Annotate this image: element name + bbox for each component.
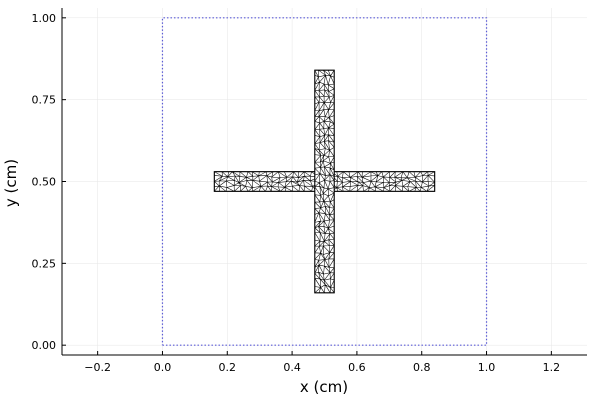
x-tick-label: 0.4 bbox=[283, 361, 301, 374]
cross-mesh bbox=[213, 69, 436, 294]
y-tick-label: 0.75 bbox=[32, 94, 57, 107]
y-tick-label: 0.50 bbox=[32, 176, 57, 189]
x-tick-label: −0.2 bbox=[84, 361, 111, 374]
domain-boundary-line bbox=[161, 17, 488, 346]
y-axis-title: y (cm) bbox=[2, 159, 20, 207]
y-tick-label: 0.25 bbox=[32, 257, 57, 270]
x-tick-label: 1.0 bbox=[478, 361, 496, 374]
x-tick-label: 0.6 bbox=[348, 361, 366, 374]
cross-vertical-bar bbox=[314, 69, 335, 294]
x-tick-label: 1.2 bbox=[543, 361, 561, 374]
x-tick-label: 0.8 bbox=[413, 361, 431, 374]
x-axis-ticks: −0.2 0.0 0.2 0.4 0.6 0.8 1.0 1.2 bbox=[84, 351, 560, 374]
x-axis-title: x (cm) bbox=[300, 378, 348, 396]
y-tick-label: 1.00 bbox=[32, 12, 57, 25]
mesh-outline bbox=[314, 69, 335, 294]
x-tick-label: 0.0 bbox=[154, 361, 172, 374]
x-tick-label: 0.2 bbox=[219, 361, 237, 374]
y-axis-ticks: 0.00 0.25 0.50 0.75 1.00 bbox=[32, 12, 66, 352]
domain-boundary bbox=[161, 17, 488, 346]
y-tick-label: 0.00 bbox=[32, 339, 57, 352]
